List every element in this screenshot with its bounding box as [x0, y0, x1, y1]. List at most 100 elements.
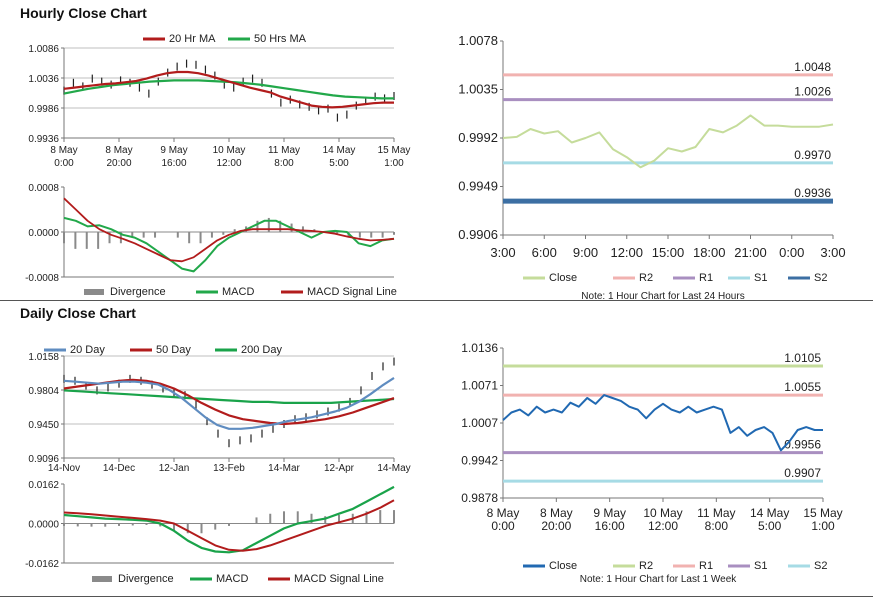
daily-levels-x-tick-label: 1:00: [811, 519, 835, 533]
daily-levels-note: Note: 1 Hour Chart for Last 1 Week: [580, 574, 738, 585]
hourly-levels-legend-r1-label: R1: [699, 272, 713, 284]
daily-levels-x-tick-label: 14 May: [750, 506, 789, 520]
daily-price-y-tick-label: 1.0158: [28, 352, 59, 363]
daily-levels-r1-value: 1.0055: [784, 380, 821, 394]
daily-levels-x-tick-label: 16:00: [595, 519, 625, 533]
section-divider: [0, 300, 873, 301]
hourly-levels-y-tick-label: 1.0078: [458, 33, 498, 48]
hourly-legend-signal-label: MACD Signal Line: [307, 286, 397, 298]
hourly-levels-close-line: [502, 114, 834, 169]
daily-price-50day-line: [63, 378, 395, 426]
daily-levels-x-tick-label: 0:00: [491, 519, 515, 533]
hourly-levels-x-tick-label: 21:00: [734, 245, 767, 260]
daily-levels-x-tick-label: 9 May: [593, 506, 626, 520]
hourly-price-x-tick-label: 8 May: [105, 145, 132, 156]
daily-levels-x-tick-label: 8 May: [487, 506, 520, 520]
hourly-levels-legend-r2-label: R2: [639, 272, 653, 284]
daily-price-y-tick-label: 0.9804: [28, 386, 59, 397]
hourly-price-y-tick-label: 1.0086: [28, 44, 59, 55]
daily-levels-legend-r1-label: R1: [699, 560, 713, 572]
hourly-levels-r1-value: 1.0026: [794, 85, 831, 99]
daily-price-x-tick-label: 14-Mar: [268, 463, 300, 474]
daily-price-x-tick-label: 14-Dec: [103, 463, 135, 474]
daily-levels-x-tick-label: 12:00: [648, 519, 678, 533]
hourly-levels-x-tick-label: 3:00: [820, 245, 845, 260]
hourly-legend-divergence-label: Divergence: [110, 286, 166, 298]
daily-levels-s1-value: 0.9956: [784, 438, 821, 452]
hourly-levels-y-tick-label: 0.9992: [458, 130, 498, 145]
daily-macd-y-tick-label: 0.0000: [28, 520, 59, 531]
daily-legend-divergence-swatch: [92, 576, 112, 582]
hourly-levels-x-tick-label: 12:00: [610, 245, 643, 260]
hourly-levels-s1-value: 0.9970: [794, 148, 831, 162]
daily-legend-50day-label: 50 Day: [156, 344, 191, 356]
daily-levels-x-tick-label: 5:00: [758, 519, 782, 533]
daily-levels-y-tick-label: 1.0071: [461, 379, 498, 393]
hourly-levels-y-tick-label: 1.0035: [458, 82, 498, 97]
daily-price-x-tick-label: 13-Feb: [213, 463, 245, 474]
hourly-legend-macd-label: MACD: [222, 286, 254, 298]
daily-levels-s2-value: 0.9907: [784, 466, 821, 480]
hourly-macd-y-tick-label: 0.0008: [28, 183, 59, 194]
hourly-legend-divergence-swatch: [84, 289, 104, 295]
daily-levels-legend-r2-label: R2: [639, 560, 653, 572]
daily-levels-y-tick-label: 1.0007: [461, 416, 498, 430]
daily-levels-y-tick-label: 1.0136: [461, 341, 498, 355]
hourly-levels-x-tick-label: 0:00: [779, 245, 804, 260]
hourly-price-x-tick-label: 9 May: [160, 145, 187, 156]
daily-price-x-tick-label: 12-Apr: [324, 463, 355, 474]
daily-levels-y-tick-label: 0.9942: [461, 454, 498, 468]
hourly-levels-note: Note: 1 Hour Chart for Last 24 Hours: [581, 291, 744, 302]
hourly-levels-legend-s2-label: S2: [814, 272, 827, 284]
hourly-price-x-tick-label: 1:00: [384, 158, 404, 169]
daily-levels-legend-s2-label: S2: [814, 560, 827, 572]
hourly-legend-20hr-label: 20 Hr MA: [169, 33, 216, 45]
daily-levels-y-tick-label: 0.9878: [461, 491, 498, 505]
hourly-levels-s2-value: 0.9936: [794, 186, 831, 200]
daily-price-y-tick-label: 0.9096: [28, 454, 59, 465]
daily-levels-close-line: [502, 394, 823, 452]
hourly-price-x-tick-label: 20:00: [106, 158, 131, 169]
daily-section-title: Daily Close Chart: [20, 305, 136, 321]
hourly-price-x-tick-label: 14 May: [323, 145, 356, 156]
hourly-price-x-tick-label: 11 May: [268, 145, 300, 156]
hourly-levels-y-tick-label: 0.9949: [458, 179, 498, 194]
daily-price-200day-line: [63, 389, 395, 404]
daily-legend-divergence-label: Divergence: [118, 573, 174, 585]
daily-price-x-tick-label: 12-Jan: [159, 463, 190, 474]
daily-macd-signal-line: [63, 499, 395, 552]
daily-price-x-tick-label: 14-Nov: [48, 463, 80, 474]
hourly-price-y-tick-label: 0.9936: [28, 134, 59, 145]
hourly-legend-50hr-label: 50 Hrs MA: [254, 33, 307, 45]
daily-levels-x-tick-label: 10 May: [643, 506, 682, 520]
bottom-divider: [0, 596, 873, 597]
hourly-price-y-tick-label: 0.9986: [28, 104, 59, 115]
hourly-price-y-tick-label: 1.0036: [28, 74, 59, 85]
hourly-levels-x-tick-label: 18:00: [693, 245, 726, 260]
hourly-section-title: Hourly Close Chart: [20, 5, 147, 21]
hourly-macd-y-tick-label: -0.0008: [25, 273, 59, 284]
hourly-levels-x-tick-label: 6:00: [532, 245, 557, 260]
daily-legend-signal-label: MACD Signal Line: [294, 573, 384, 585]
daily-levels-legend-close-label: Close: [549, 560, 577, 572]
daily-levels-x-tick-label: 20:00: [541, 519, 571, 533]
daily-macd-y-tick-label: 0.0162: [28, 480, 59, 491]
hourly-price-x-tick-label: 12:00: [216, 158, 241, 169]
hourly-levels-r2-value: 1.0048: [794, 60, 831, 74]
hourly-levels-y-tick-label: 0.9906: [458, 227, 498, 242]
daily-legend-macd-label: MACD: [216, 573, 248, 585]
hourly-price-x-tick-label: 5:00: [329, 158, 349, 169]
daily-levels-legend-s1-label: S1: [754, 560, 767, 572]
hourly-macd-line: [63, 216, 395, 273]
hourly-macd-signal-line: [63, 197, 395, 263]
hourly-price-x-tick-label: 8:00: [274, 158, 294, 169]
daily-macd-y-tick-label: -0.0162: [25, 559, 59, 570]
daily-levels-x-tick-label: 8:00: [705, 519, 729, 533]
hourly-price-20hr-ma-line: [63, 70, 394, 109]
hourly-price-x-tick-label: 0:00: [54, 158, 74, 169]
daily-price-x-tick-label: 14-May: [377, 463, 410, 474]
hourly-price-x-tick-label: 15 May: [378, 145, 411, 156]
daily-levels-x-tick-label: 11 May: [697, 506, 735, 520]
hourly-levels-legend-close-label: Close: [549, 272, 577, 284]
